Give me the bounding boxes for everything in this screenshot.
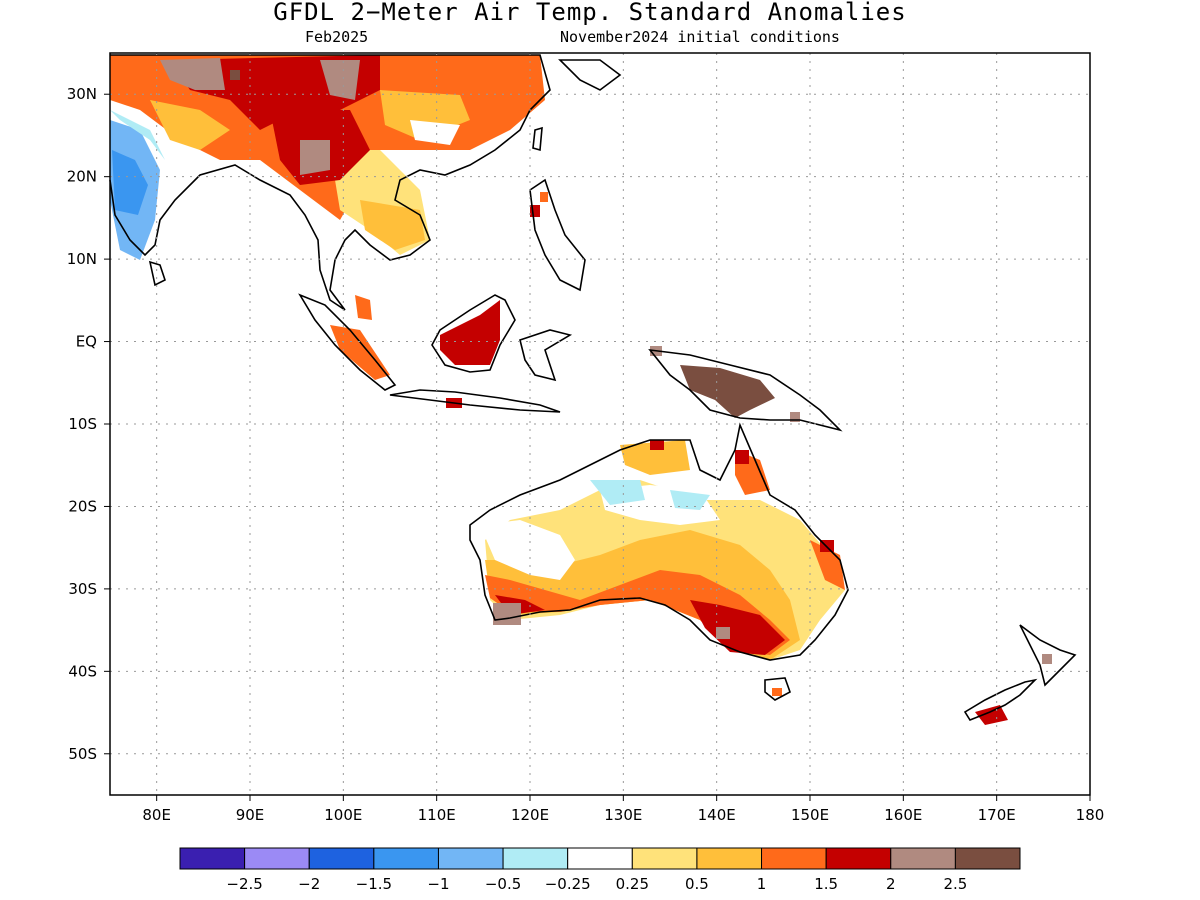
tick-label-lon: 150E (791, 806, 829, 824)
legend-swatch (696, 847, 763, 870)
tick-label-lat: 10S (68, 415, 97, 433)
tick-label-lon: 160E (884, 806, 922, 824)
coast-borneo (431, 294, 516, 373)
legend-label: −1 (427, 875, 449, 893)
coast-taiwan (532, 126, 543, 152)
extreme-anomaly-new-guinea (680, 365, 775, 418)
legend-label: −0.25 (545, 875, 591, 893)
longitude-labels: 80E 90E 100E 110E 120E 130E 140E 150E 160E 170E 18… (142, 806, 1104, 824)
tick-label-lat: 20N (67, 168, 97, 186)
tick-label-lon: 130E (604, 806, 642, 824)
legend-swatch (825, 847, 892, 870)
legend-swatch (179, 847, 246, 870)
coast-sulawesi (519, 329, 573, 382)
coast-asia (109, 54, 551, 311)
legend-label: −2 (298, 875, 320, 893)
coast-philippines (529, 178, 586, 292)
legend-swatch (890, 847, 956, 870)
tick-label-lat: 30S (68, 580, 97, 598)
legend-swatch (567, 847, 633, 870)
tick-label-lon: 120E (511, 806, 549, 824)
legend-label: 1 (757, 875, 767, 893)
coast-tasmania (764, 677, 791, 701)
coast-japan (558, 59, 622, 91)
coast-java (389, 389, 561, 413)
tick-label-lat: 30N (67, 85, 97, 103)
legend-label: −0.5 (485, 875, 521, 893)
tick-label-lon: 140E (698, 806, 736, 824)
legend-label: −2.5 (226, 875, 262, 893)
legend-swatch (631, 847, 698, 870)
tick-label-lon: 90E (236, 806, 265, 824)
legend-label: 0.25 (616, 875, 649, 893)
tick-label-lon: 110E (418, 806, 456, 824)
coast-new-guinea (648, 348, 843, 432)
tick-label-lat: EQ (76, 333, 97, 351)
coast-australia (469, 422, 849, 661)
legend-swatch (437, 847, 504, 870)
coast-new-zealand-north (1019, 624, 1077, 687)
tick-label-lon: 100E (324, 806, 362, 824)
legend-swatch (308, 847, 375, 870)
coastlines (109, 54, 1077, 721)
coast-new-zealand-south (963, 678, 1038, 721)
legend-label: −1.5 (356, 875, 392, 893)
map-title: GFDL 2−Meter Air Temp. Standard Anomalie… (273, 0, 907, 26)
map-grid (104, 53, 1091, 801)
color-legend: −2.5 −2 −1.5 −1 −0.5 −0.25 0.25 0.5 1 1.5 2 2.5 (179, 847, 1021, 893)
tick-label-lon: 170E (978, 806, 1016, 824)
extreme-anomaly-tibet (160, 58, 225, 90)
coast-sri-lanka (148, 260, 166, 287)
initial-conditions: November2024 initial conditions (560, 28, 840, 46)
tick-label-lon: 180 (1076, 806, 1105, 824)
tick-label-lat: 40S (68, 662, 97, 680)
tick-label-lat: 10N (67, 250, 97, 268)
tick-label-lat: 50S (68, 745, 97, 763)
latitude-labels: 30N 20N 10N EQ 10S 20S 30S 40S 50S (67, 85, 97, 763)
legend-label: 2 (886, 875, 896, 893)
forecast-month: Feb2025 (305, 28, 369, 46)
legend-label: 2.5 (943, 875, 967, 893)
map-frame (109, 52, 1091, 796)
legend-swatch (244, 847, 310, 870)
legend-label: 1.5 (814, 875, 838, 893)
legend-label: 0.5 (685, 875, 709, 893)
warm-anomaly-new-zealand (975, 705, 1008, 725)
tick-label-lon: 80E (142, 806, 171, 824)
tick-label-lat: 20S (68, 497, 97, 515)
anomaly-fields (110, 55, 1052, 725)
legend-swatch (954, 847, 1021, 870)
legend-swatch (373, 847, 439, 870)
coast-sumatra (298, 293, 397, 391)
legend-swatch (761, 847, 827, 870)
legend-swatch (502, 847, 569, 870)
warm-anomaly-borneo (440, 300, 500, 365)
